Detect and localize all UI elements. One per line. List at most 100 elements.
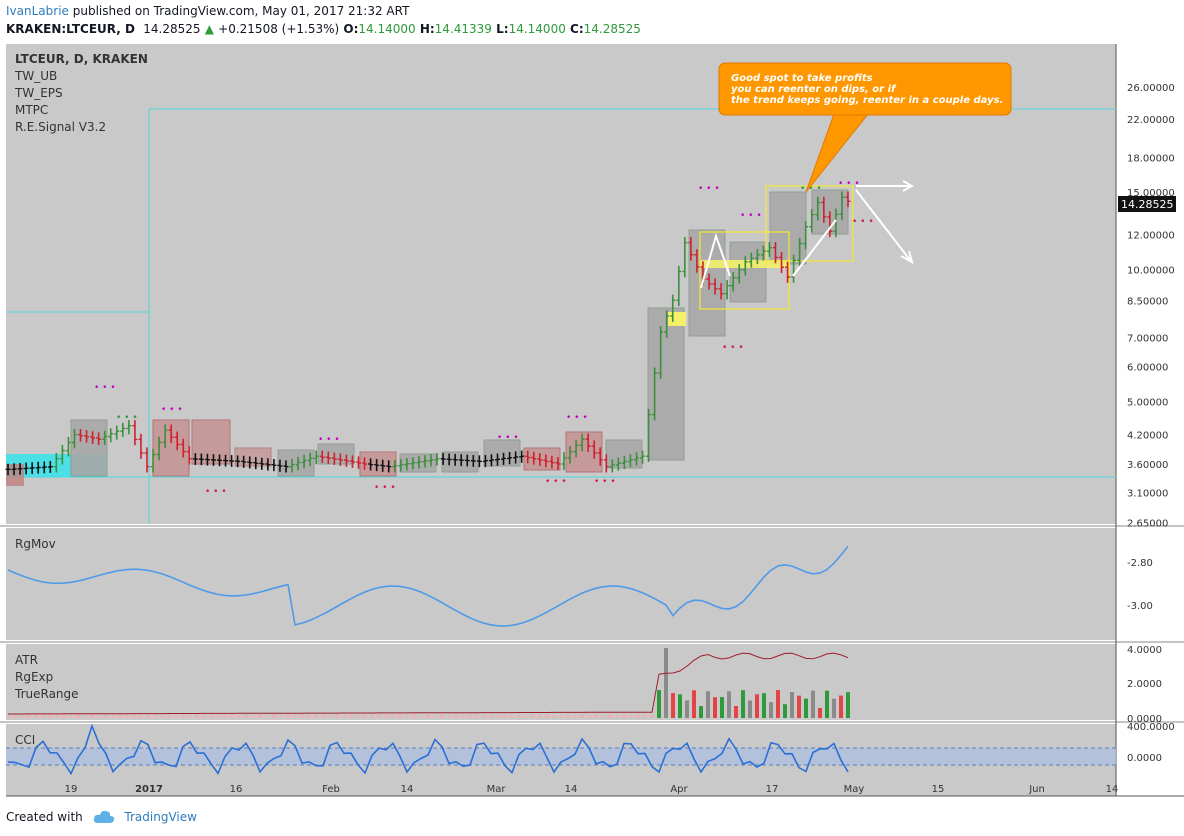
truerange-bar bbox=[391, 714, 395, 718]
truerange-bar bbox=[160, 715, 164, 718]
tradingview-cloud-icon bbox=[93, 810, 114, 823]
svg-text:• • •: • • • bbox=[545, 477, 567, 487]
price-tick-label: 6.00000 bbox=[1127, 363, 1168, 374]
truerange-bar bbox=[216, 714, 220, 718]
truerange-bar bbox=[83, 715, 87, 718]
truerange-bar bbox=[741, 690, 745, 718]
truerange-bar bbox=[552, 714, 556, 718]
truerange-bar bbox=[370, 715, 374, 718]
truerange-bar bbox=[118, 714, 122, 718]
truerange-bar bbox=[146, 714, 150, 718]
price-tick-label: 5.00000 bbox=[1127, 397, 1168, 408]
truerange-bar bbox=[286, 714, 290, 718]
truerange-bar bbox=[524, 715, 528, 718]
cci-label[interactable]: CCI bbox=[15, 733, 35, 747]
truerange-bar bbox=[559, 714, 563, 718]
truerange-bar bbox=[538, 715, 542, 718]
truerange-bar bbox=[496, 715, 500, 718]
rgexp-label[interactable]: RgExp bbox=[15, 670, 53, 684]
truerange-bar bbox=[573, 714, 577, 718]
time-axis[interactable]: 19 2017 16 Feb 14 Mar 14 Apr 17 May 15 Jun 14 bbox=[65, 784, 1119, 795]
author-link[interactable]: IvanLabrie bbox=[6, 4, 69, 18]
annotation-callout[interactable]: Good spot to take profits you can reente… bbox=[718, 62, 1012, 193]
truerange-bar bbox=[468, 714, 472, 718]
legend-indicator[interactable]: TW_EPS bbox=[14, 86, 63, 100]
truerange-bar bbox=[27, 714, 31, 718]
up-arrow-icon: ▲ bbox=[204, 22, 214, 36]
price-axis[interactable]: 26.00000 22.00000 18.00000 15.00000 12.00000… bbox=[1127, 83, 1175, 529]
truerange-bar bbox=[279, 715, 283, 718]
truerange-bar bbox=[783, 704, 787, 718]
time-tick-label: Mar bbox=[487, 784, 507, 795]
truerange-bar bbox=[692, 690, 696, 718]
truerange-bar bbox=[734, 705, 738, 718]
truerange-bar bbox=[384, 714, 388, 718]
truerange-bar bbox=[545, 714, 549, 718]
legend-indicator[interactable]: TW_UB bbox=[14, 69, 57, 83]
truerange-bar bbox=[104, 714, 108, 718]
time-tick-label: Apr bbox=[670, 784, 688, 795]
price-tick-label: 18.00000 bbox=[1127, 153, 1175, 164]
truerange-bar bbox=[566, 714, 570, 718]
truerange-bar bbox=[209, 714, 213, 718]
last-price: 14.28525 bbox=[143, 22, 201, 36]
truerange-bar bbox=[636, 714, 640, 718]
truerange-bar bbox=[790, 692, 794, 718]
truerange-bar bbox=[153, 714, 157, 718]
price-tick-label: 22.00000 bbox=[1127, 115, 1175, 126]
truerange-bar bbox=[594, 714, 598, 718]
truerange-bar bbox=[314, 714, 318, 718]
truerange-bar bbox=[615, 715, 619, 718]
svg-text:• • •: • • • bbox=[800, 184, 822, 194]
legend-title[interactable]: LTCEUR, D, KRAKEN bbox=[15, 52, 148, 66]
quote-line: KRAKEN:LTCEUR, D 14.28525 ▲ +0.21508 (+1… bbox=[6, 22, 641, 36]
truerange-bar bbox=[307, 714, 311, 718]
truerange-bar bbox=[517, 714, 521, 718]
truerange-bar bbox=[447, 715, 451, 718]
price-bars bbox=[5, 191, 851, 476]
chart-canvas[interactable]: • • • • • • • • • • • • • • • • • • • • … bbox=[0, 40, 1184, 800]
truerange-bar bbox=[475, 714, 479, 718]
truerange-bar bbox=[349, 714, 353, 718]
truerange-bar bbox=[69, 715, 73, 718]
truerange-bar bbox=[776, 690, 780, 718]
truerange-bar bbox=[244, 714, 248, 718]
truerange-bar bbox=[76, 714, 80, 718]
rgmov-axis: -2.80 -3.00 bbox=[1127, 558, 1153, 612]
rgmov-label[interactable]: RgMov bbox=[15, 537, 56, 551]
price-tick-label: 12.00000 bbox=[1127, 231, 1175, 242]
svg-text:• • •: • • • bbox=[838, 179, 860, 189]
truerange-bar bbox=[13, 714, 17, 718]
svg-text:• • •: • • • bbox=[722, 343, 744, 353]
svg-text:• • •: • • • bbox=[852, 217, 874, 227]
truerange-bar bbox=[188, 715, 192, 718]
truerange-bar bbox=[503, 714, 507, 718]
time-tick-label: 2017 bbox=[135, 784, 163, 795]
truerange-bar bbox=[713, 697, 717, 718]
truerange-bar bbox=[629, 715, 633, 718]
truerange-bar bbox=[587, 715, 591, 718]
truerange-bar bbox=[125, 714, 129, 718]
truerange-bar bbox=[335, 714, 339, 718]
truerange-label[interactable]: TrueRange bbox=[14, 687, 79, 701]
atr-label[interactable]: ATR bbox=[15, 653, 38, 667]
low-label: L: bbox=[496, 22, 509, 36]
truerange-bars bbox=[6, 648, 850, 718]
tradingview-link[interactable]: TradingView bbox=[124, 810, 197, 824]
truerange-bar bbox=[650, 714, 654, 718]
truerange-bar bbox=[846, 692, 850, 718]
svg-text:• • •: • • • bbox=[94, 383, 116, 393]
truerange-bar bbox=[412, 714, 416, 718]
truerange-bar bbox=[342, 715, 346, 718]
truerange-bar bbox=[132, 714, 136, 718]
cci-line bbox=[7, 723, 849, 776]
legend-indicator[interactable]: R.E.Signal V3.2 bbox=[15, 120, 106, 134]
truerange-bar bbox=[258, 714, 262, 718]
truerange-bar bbox=[90, 714, 94, 718]
legend-indicator[interactable]: MTPC bbox=[15, 103, 48, 117]
high-value: 14.41339 bbox=[434, 22, 492, 36]
price-tick-label: 15.00000 bbox=[1127, 188, 1175, 199]
truerange-bar bbox=[398, 714, 402, 718]
truerange-bar bbox=[804, 698, 808, 718]
truerange-bar bbox=[482, 714, 486, 718]
